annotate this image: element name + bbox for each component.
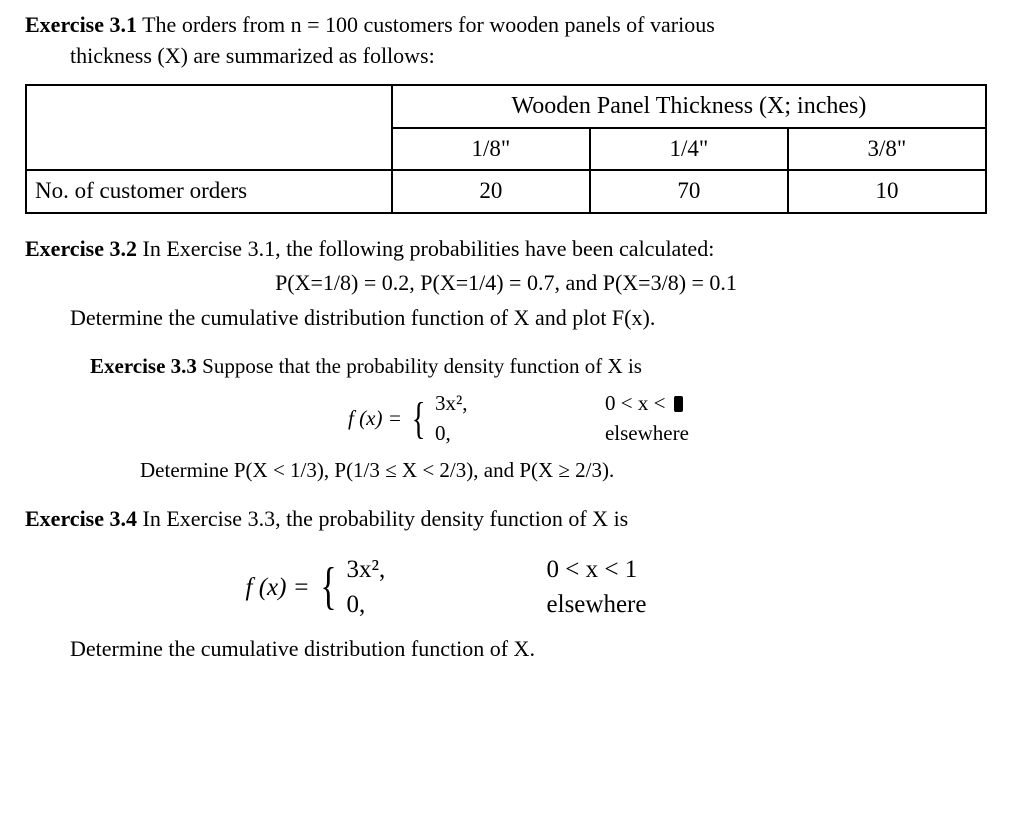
exercise-3-3-header: Exercise 3.3 Suppose that the probabilit… <box>90 352 987 381</box>
pw-cond-2: elsewhere <box>547 587 647 622</box>
exercise-3-2-header: Exercise 3.2 In Exercise 3.1, the follow… <box>25 234 987 265</box>
fx-label-34: f (x) = <box>246 570 310 605</box>
exercise-3-2-body1: In Exercise 3.1, the following probabili… <box>137 236 714 261</box>
exercise-3-1-body1: The orders from n = 100 customers for wo… <box>137 12 715 37</box>
exercise-3-2: Exercise 3.2 In Exercise 3.1, the follow… <box>25 234 987 334</box>
piecewise-rows-34: 3x², 0 < x < 1 0, elsewhere <box>347 552 647 622</box>
pw-val-1: 3x², <box>347 552 407 587</box>
exercise-3-3: Exercise 3.3 Suppose that the probabilit… <box>90 352 987 486</box>
exercise-3-3-title: Exercise 3.3 <box>90 354 197 378</box>
exercise-3-1: Exercise 3.1 The orders from n = 100 cus… <box>25 10 987 214</box>
exercise-3-4-determine: Determine the cumulative distribution fu… <box>70 634 987 665</box>
exercise-3-4-title: Exercise 3.4 <box>25 506 137 531</box>
value-3: 10 <box>788 170 986 212</box>
exercise-3-1-body2: thickness (X) are summarized as follows: <box>70 41 987 72</box>
col-header-3: 3/8" <box>788 128 986 170</box>
exercise-3-1-title: Exercise 3.1 <box>25 12 137 37</box>
piecewise-function-33: f (x) = { 3x², 0 < x < 0, elsewhere <box>50 389 987 448</box>
col-header-1: 1/8" <box>392 128 590 170</box>
left-brace-icon: { <box>320 565 336 609</box>
exercise-3-2-body2: Determine the cumulative distribution fu… <box>70 303 987 334</box>
exercise-3-2-probs: P(X=1/8) = 0.2, P(X=1/4) = 0.7, and P(X=… <box>25 268 987 299</box>
table-row: Wooden Panel Thickness (X; inches) <box>26 85 986 129</box>
value-2: 70 <box>590 170 788 212</box>
row-label: No. of customer orders <box>26 170 392 212</box>
exercise-3-4-body1: In Exercise 3.3, the probability density… <box>137 506 628 531</box>
value-1: 20 <box>392 170 590 212</box>
pw-cond-1: 0 < x < <box>605 389 683 418</box>
col-header-2: 1/4" <box>590 128 788 170</box>
pw-val-2: 0, <box>347 587 407 622</box>
table-row: No. of customer orders 20 70 10 <box>26 170 986 212</box>
exercise-3-4-header: Exercise 3.4 In Exercise 3.3, the probab… <box>25 504 987 535</box>
piecewise-rows-33: 3x², 0 < x < 0, elsewhere <box>435 389 689 448</box>
pw-row-1: 3x², 0 < x < <box>435 389 689 418</box>
exercise-3-4: Exercise 3.4 In Exercise 3.3, the probab… <box>25 504 987 666</box>
ink-blot-icon <box>674 396 683 412</box>
exercise-3-1-header: Exercise 3.1 The orders from n = 100 cus… <box>25 10 987 41</box>
exercise-3-3-body1: Suppose that the probability density fun… <box>197 354 642 378</box>
pw-cond-1: 0 < x < 1 <box>547 552 638 587</box>
exercise-3-2-title: Exercise 3.2 <box>25 236 137 261</box>
thickness-table: Wooden Panel Thickness (X; inches) 1/8" … <box>25 84 987 214</box>
pw-row-2: 0, elsewhere <box>435 419 689 448</box>
pw-row-2: 0, elsewhere <box>347 587 647 622</box>
pw-cond-2: elsewhere <box>605 419 689 448</box>
pw-val-2: 0, <box>435 419 495 448</box>
pw-row-1: 3x², 0 < x < 1 <box>347 552 647 587</box>
left-brace-icon: { <box>412 400 426 437</box>
empty-header-cell <box>26 85 392 171</box>
exercise-3-3-determine: Determine P(X < 1/3), P(1/3 ≤ X < 2/3), … <box>140 456 987 485</box>
pw-val-1: 3x², <box>435 389 495 418</box>
fx-label-33: f (x) = <box>348 404 402 433</box>
piecewise-function-34: f (x) = { 3x², 0 < x < 1 0, elsewhere <box>0 552 987 622</box>
table-header-span: Wooden Panel Thickness (X; inches) <box>392 85 986 129</box>
